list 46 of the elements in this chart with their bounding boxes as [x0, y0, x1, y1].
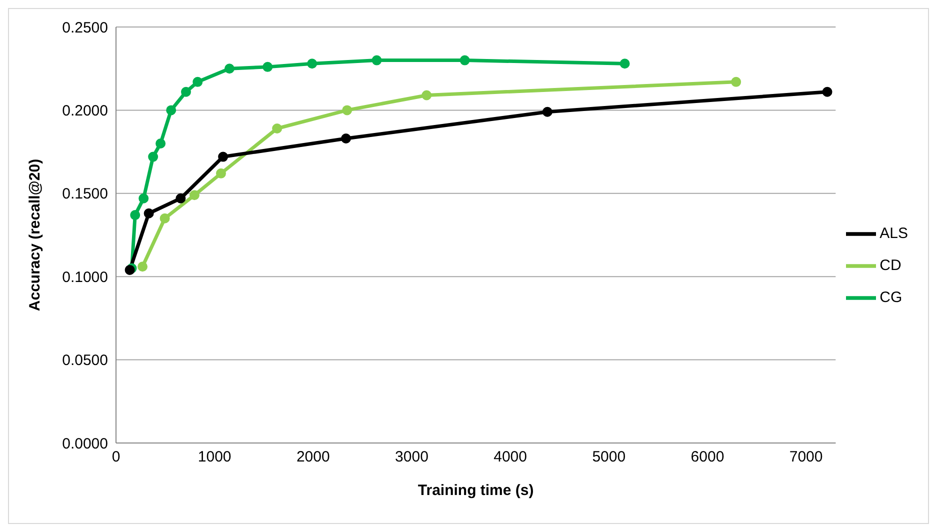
point: [138, 262, 148, 272]
legend-label: CG: [880, 289, 902, 306]
point: [148, 152, 158, 162]
point: [192, 76, 203, 87]
point: [144, 208, 154, 218]
point: [176, 193, 186, 204]
point: [166, 105, 176, 116]
y-tick-label: 0.2500: [62, 19, 108, 36]
y-tick-label: 0.0000: [62, 435, 108, 452]
x-tick-label: 6000: [690, 448, 724, 466]
y-tick-label: 0.1000: [62, 268, 108, 286]
legend-label: ALS: [880, 225, 908, 242]
point: [216, 168, 226, 178]
point: [422, 90, 432, 100]
point: [340, 133, 351, 144]
point: [262, 62, 273, 72]
point: [372, 55, 382, 66]
point: [542, 106, 552, 117]
y-axis-title: Accuracy (recall@20): [26, 158, 44, 312]
y-tick-label: 0.1500: [62, 186, 108, 203]
legend-label: CD: [880, 257, 902, 274]
point: [620, 58, 630, 69]
point: [307, 58, 318, 69]
point: [156, 138, 166, 148]
x-axis-title: Training time (s): [418, 482, 534, 499]
point: [180, 86, 191, 97]
point: [342, 105, 352, 116]
y-tick-label: 0.0500: [62, 352, 108, 370]
point: [189, 190, 200, 200]
y-tick-label: 0.2000: [62, 102, 108, 120]
x-tick-label: 4000: [494, 448, 528, 466]
point: [224, 64, 234, 74]
point: [218, 152, 228, 162]
point: [138, 193, 149, 204]
x-tick-label: 7000: [789, 448, 823, 466]
point: [731, 76, 742, 87]
point: [460, 55, 470, 66]
point: [272, 124, 282, 134]
point: [160, 213, 170, 224]
point: [822, 86, 832, 97]
x-tick-label: 1000: [198, 448, 232, 466]
x-tick-label: 0: [112, 448, 120, 466]
point: [130, 210, 140, 220]
x-tick-label: 5000: [592, 448, 626, 466]
x-tick-label: 3000: [395, 448, 428, 466]
x-tick-label: 2000: [296, 448, 330, 466]
